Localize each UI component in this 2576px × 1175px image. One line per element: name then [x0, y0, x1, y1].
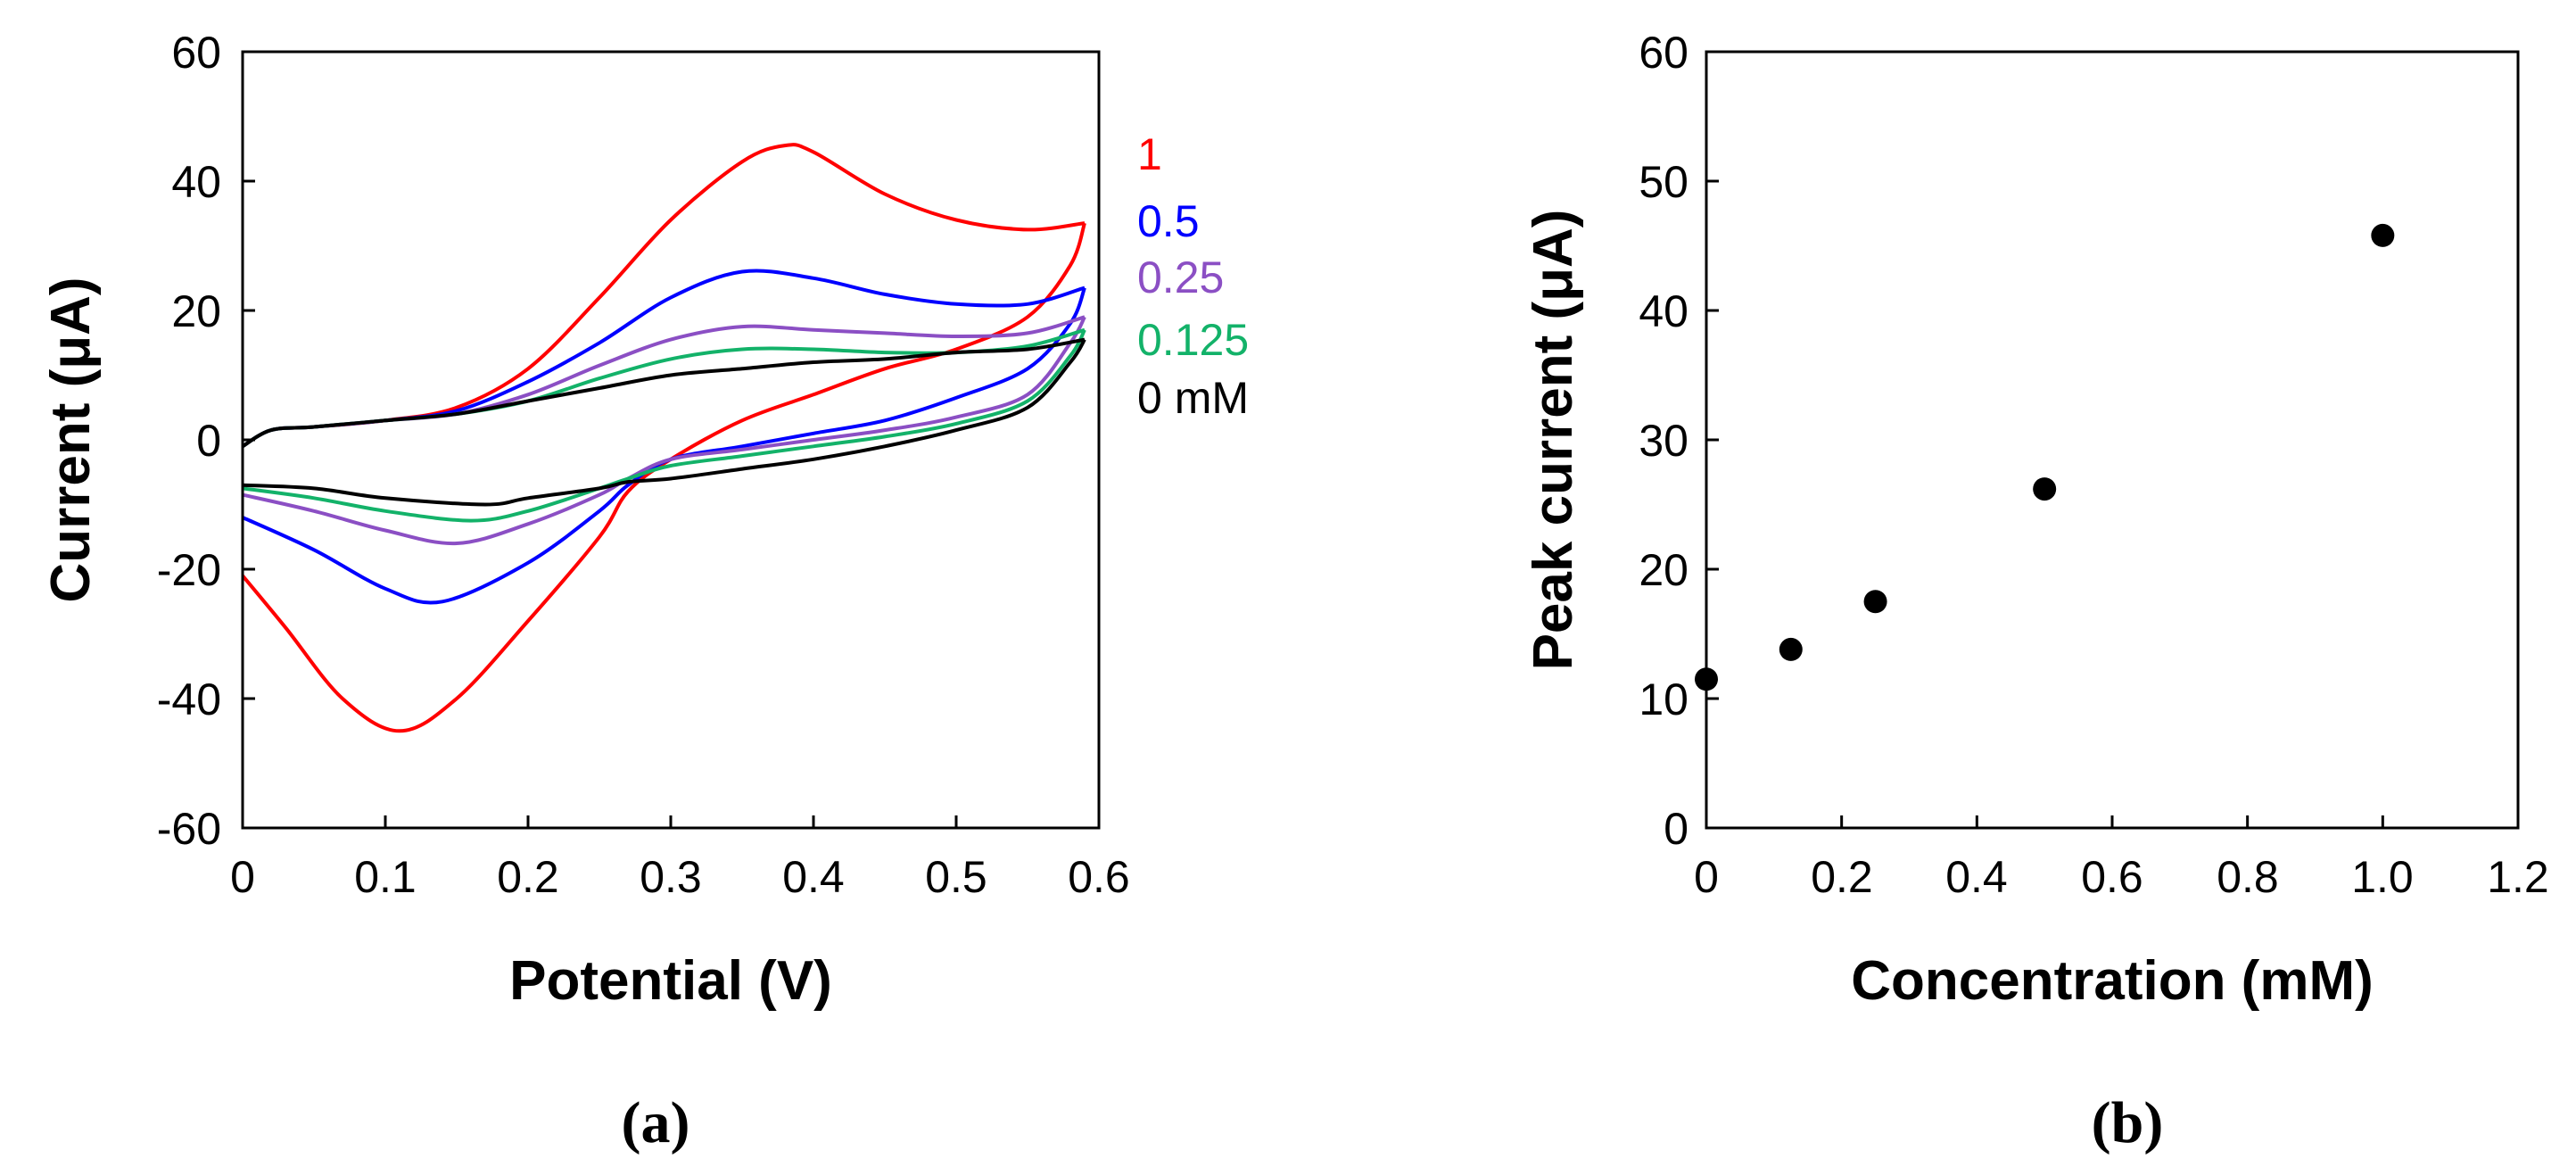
chart-a-ytick-label: -20 — [157, 545, 221, 595]
legend-label-1: 1 — [1137, 129, 1162, 179]
scatter-point — [2371, 223, 2395, 247]
chart-b-xtick-label: 0.6 — [2081, 852, 2143, 902]
chart-a-ticks — [241, 50, 1101, 830]
chart-a-xtick-label: 0.6 — [1068, 852, 1130, 902]
chart-a-ytick-label: -40 — [157, 674, 221, 724]
chart-a-xtick-label: 0.5 — [925, 852, 987, 902]
legend-label-0-mM: 0 mM — [1137, 373, 1249, 423]
chart-a-ytick-label: 20 — [171, 286, 221, 336]
chart-b-xtick-label: 0.4 — [1945, 852, 2008, 902]
scatter-point — [1863, 590, 1887, 614]
chart-a: 60 40 20 0 -20 -40 -60 0 0.1 0.2 0.3 0.4… — [40, 28, 1249, 1155]
chart-b-xtick-label: 1.2 — [2487, 852, 2549, 902]
chart-b-ytick-label: 50 — [1639, 157, 1688, 207]
panel-label-b: (b) — [2092, 1090, 2164, 1155]
chart-b-xtick-label: 1.0 — [2351, 852, 2414, 902]
chart-b-ytick-label: 10 — [1639, 674, 1688, 724]
series-line-1-forward — [241, 143, 1086, 449]
chart-a-ytick-label: -60 — [157, 804, 221, 854]
chart-a-xtick-label: 0 — [230, 852, 255, 902]
series-line-0.25-forward — [241, 315, 1086, 449]
chart-a-series-group — [241, 143, 1086, 733]
chart-b-ytick-label: 60 — [1639, 28, 1688, 78]
chart-b-xtick-label: 0.2 — [1811, 852, 1873, 902]
chart-a-ytick-label: 60 — [171, 28, 221, 78]
series-line-0-mM-forward — [241, 337, 1086, 449]
chart-b-ytick-label: 30 — [1639, 416, 1688, 466]
chart-a-plot-frame — [241, 50, 1101, 830]
series-line-0.25-reverse — [242, 316, 1086, 546]
scatter-point — [2033, 477, 2057, 501]
legend-label-0.25: 0.25 — [1137, 252, 1224, 302]
panel-label-a: (a) — [622, 1090, 690, 1155]
chart-b-x-axis-title: Concentration (mM) — [1851, 950, 2374, 1012]
chart-a-xtick-label: 0.4 — [782, 852, 845, 902]
chart-b-y-axis-title: Peak current (μA) — [1523, 210, 1584, 671]
chart-a-x-axis-title: Potential (V) — [509, 950, 832, 1012]
chart-a-xtick-label: 0.1 — [354, 852, 417, 902]
legend-label-0.125: 0.125 — [1137, 315, 1249, 365]
series-line-1-reverse — [241, 222, 1086, 733]
chart-b-ytick-label: 20 — [1639, 545, 1688, 595]
chart-a-ytick-label: 40 — [171, 157, 221, 207]
chart-b-ytick-label: 40 — [1639, 286, 1688, 336]
scatter-point — [1779, 637, 1803, 661]
chart-a-y-axis-title: Current (μA) — [40, 277, 102, 602]
chart-b-points — [1695, 223, 2395, 691]
chart-a-xtick-label: 0.3 — [640, 852, 702, 902]
series-line-0-mM-reverse — [242, 338, 1086, 507]
scatter-point — [1695, 667, 1718, 691]
chart-b-xtick-label: 0.8 — [2217, 852, 2279, 902]
chart-a-xtick-label: 0.2 — [497, 852, 559, 902]
series-line-0.125-reverse — [242, 328, 1086, 523]
series-line-0.5-forward — [241, 269, 1086, 449]
chart-b-ticks — [1705, 50, 2520, 830]
chart-b: 60 50 40 30 20 10 0 0 0.2 0.4 0.6 0.8 1.… — [1523, 28, 2549, 1155]
legend-label-0.5: 0.5 — [1137, 196, 1200, 246]
chart-b-plot-frame — [1705, 50, 2520, 830]
chart-b-ytick-label: 0 — [1664, 804, 1688, 854]
chart-b-xtick-label: 0 — [1694, 852, 1719, 902]
chart-a-ytick-label: 0 — [196, 416, 221, 466]
